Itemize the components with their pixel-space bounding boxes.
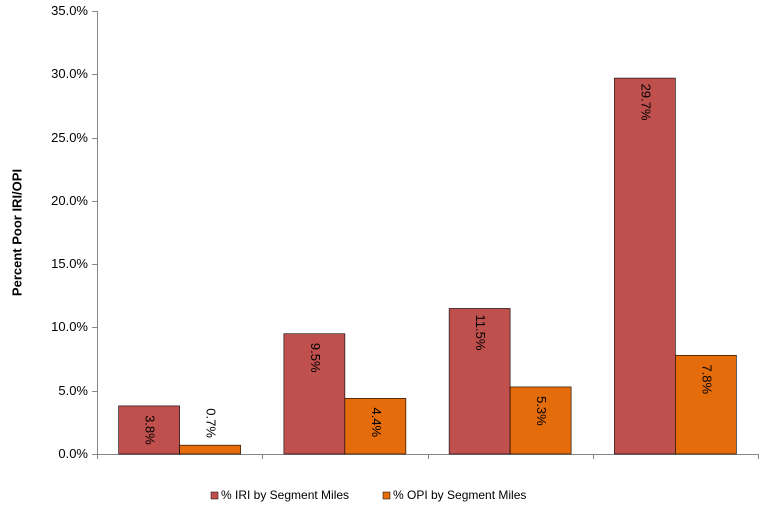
data-label-series2-cat2: 4.4% xyxy=(369,407,384,437)
data-label-series2-cat4: 7.8% xyxy=(699,364,714,394)
data-label-series1-cat4: 29.7% xyxy=(638,84,653,121)
y-tick-label: 5.0% xyxy=(58,383,88,398)
data-label-series1-cat3: 11.5% xyxy=(473,314,488,350)
data-label-series2-cat3: 5.3% xyxy=(534,396,549,426)
bar-series2-cat3 xyxy=(509,386,572,455)
data-label-series2-cat1: 0.7% xyxy=(204,408,219,438)
axes: 0.0% 5.0% 10.0% 15.0% 20.0% 25.0% 30.0% 35.0% xyxy=(51,3,759,461)
legend-label-series1: % IRI by Segment Miles xyxy=(221,488,349,502)
bar-series2-cat1 xyxy=(179,444,241,455)
bar-series2-cat4 xyxy=(675,354,737,455)
legend-label-series2: % OPI by Segment Miles xyxy=(393,488,526,502)
y-tick-label: 20.0% xyxy=(51,193,88,208)
bar-series1-cat1 xyxy=(118,405,180,455)
legend: % IRI by Segment Miles % OPI by Segment M… xyxy=(210,488,526,502)
y-axis-title: Percent Poor IRI/OPI xyxy=(9,169,24,296)
legend-swatch-series2 xyxy=(382,491,391,500)
y-axis-title-group: Percent Poor IRI/OPI xyxy=(9,169,24,296)
bar-series1-cat2 xyxy=(283,333,346,455)
y-tick-label: 35.0% xyxy=(51,3,88,18)
data-label-series1-cat2: 9.5% xyxy=(308,343,323,373)
bar-series1-cat3 xyxy=(448,308,511,455)
legend-swatch-series1 xyxy=(210,491,219,500)
data-labels: 3.8% 9.5% 11.5% 29.7% 0.7% 4.4% 5.3% 7.8% xyxy=(143,84,715,446)
bar-series1-cat4 xyxy=(614,77,676,455)
bar-series2-cat2 xyxy=(344,398,407,455)
y-tick-label: 0.0% xyxy=(58,446,88,461)
y-tick-label: 30.0% xyxy=(51,66,88,81)
y-tick-label: 10.0% xyxy=(51,319,88,334)
y-tick-label: 15.0% xyxy=(51,256,88,271)
bars xyxy=(118,77,737,455)
data-label-series1-cat1: 3.8% xyxy=(143,415,158,445)
y-tick-label: 25.0% xyxy=(51,130,88,145)
